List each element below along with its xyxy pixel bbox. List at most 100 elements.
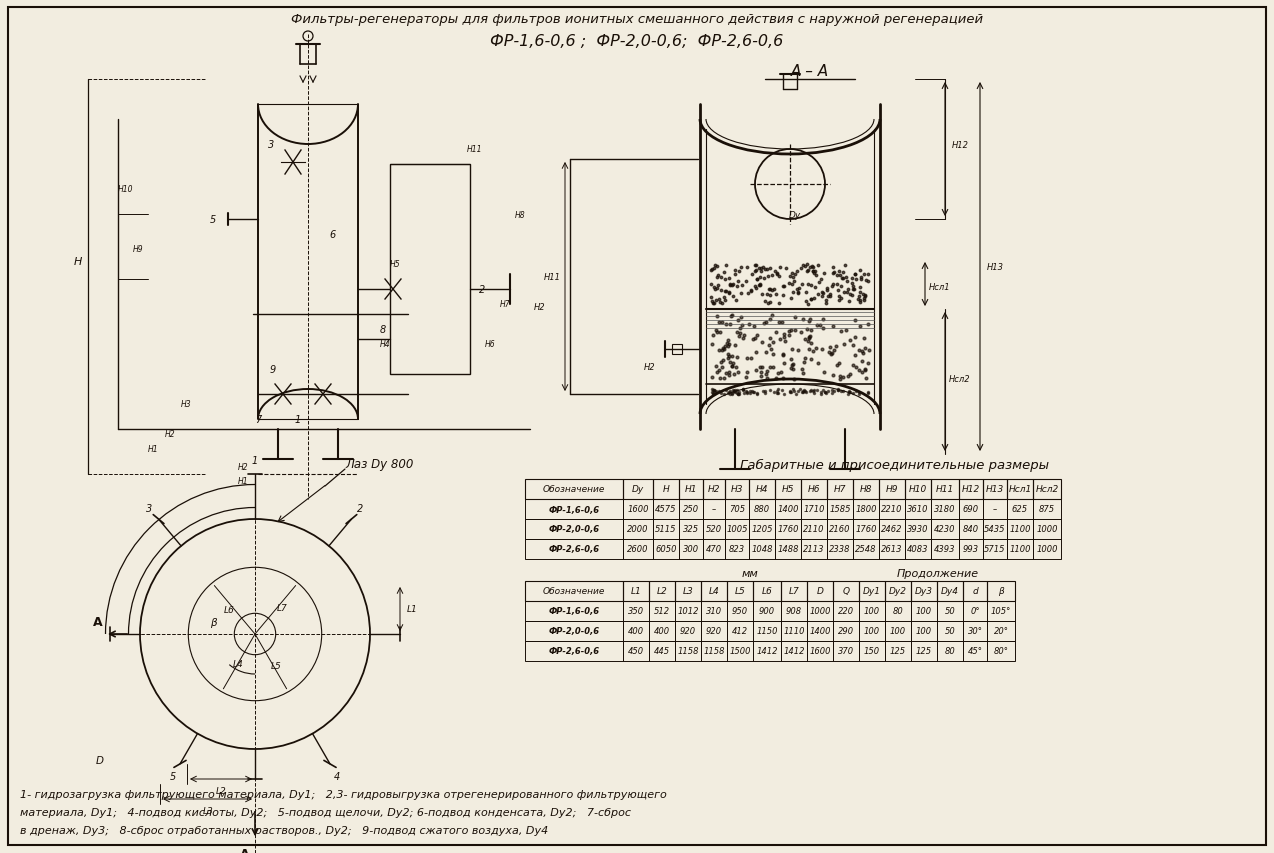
Text: 1110: 1110 [784, 627, 805, 635]
Text: 512: 512 [654, 606, 670, 616]
Text: 2: 2 [357, 504, 363, 514]
Bar [936, 641, 963, 661]
Text: H11: H11 [936, 485, 954, 494]
Bar [854, 539, 879, 560]
Bar [801, 499, 827, 519]
Text: L2: L2 [215, 786, 227, 796]
Text: 1760: 1760 [855, 525, 877, 534]
Text: H6: H6 [808, 485, 820, 494]
Text: 1: 1 [294, 415, 301, 425]
Bar [701, 641, 727, 661]
Text: 5: 5 [210, 215, 217, 224]
Text: 6050: 6050 [655, 545, 676, 554]
Bar [879, 539, 905, 560]
Text: 50: 50 [944, 606, 956, 616]
Bar [703, 479, 725, 499]
Text: H2: H2 [238, 463, 248, 472]
Text: 400: 400 [628, 627, 645, 635]
Text: 875: 875 [1038, 505, 1055, 514]
Bar [749, 479, 775, 499]
Text: H12: H12 [952, 141, 968, 149]
Text: 705: 705 [729, 505, 745, 514]
Bar [806, 581, 833, 601]
Text: 1412: 1412 [784, 647, 805, 656]
Text: 900: 900 [759, 606, 775, 616]
Text: H: H [74, 258, 83, 267]
Text: 1012: 1012 [678, 606, 698, 616]
Text: 325: 325 [683, 525, 699, 534]
Bar [801, 479, 827, 499]
Text: 993: 993 [963, 545, 978, 554]
Bar [753, 581, 781, 601]
Text: ФР-2,6-0,6: ФР-2,6-0,6 [548, 545, 600, 554]
Bar [827, 519, 854, 539]
Text: в дренаж, Dy3;   8-сброс отработанных растворов., Dy2;   9-подвод сжатого воздух: в дренаж, Dy3; 8-сброс отработанных раст… [20, 825, 548, 835]
Bar [959, 479, 984, 499]
Bar [701, 581, 727, 601]
Text: 310: 310 [706, 606, 722, 616]
Bar [654, 519, 679, 539]
Text: Q: Q [842, 587, 850, 595]
Text: 823: 823 [729, 545, 745, 554]
Bar [701, 601, 727, 621]
Text: ФР-2,6-0,6: ФР-2,6-0,6 [548, 647, 600, 656]
Text: 1005: 1005 [726, 525, 748, 534]
Bar [859, 601, 885, 621]
Bar [753, 641, 781, 661]
Text: L3: L3 [203, 807, 213, 815]
Bar [885, 581, 911, 601]
Text: 220: 220 [838, 606, 854, 616]
Bar [749, 499, 775, 519]
Bar [623, 479, 654, 499]
Bar [885, 621, 911, 641]
Bar [1006, 499, 1033, 519]
Bar [648, 581, 675, 601]
Bar [1033, 519, 1061, 539]
Text: H8: H8 [860, 485, 873, 494]
Bar [931, 499, 959, 519]
Bar [725, 519, 749, 539]
Bar [936, 581, 963, 601]
Text: 4: 4 [334, 771, 340, 781]
Text: 1100: 1100 [1009, 545, 1031, 554]
Text: H10: H10 [118, 185, 134, 194]
Text: 3930: 3930 [907, 525, 929, 534]
Text: 100: 100 [864, 606, 880, 616]
Text: A: A [93, 616, 103, 629]
Text: 20°: 20° [994, 627, 1009, 635]
Text: L7: L7 [276, 603, 288, 612]
Text: 30°: 30° [967, 627, 982, 635]
Bar [984, 499, 1006, 519]
Text: H2: H2 [708, 485, 720, 494]
Bar [936, 621, 963, 641]
Bar [959, 519, 984, 539]
Text: L5: L5 [735, 587, 745, 595]
Text: H4: H4 [755, 485, 768, 494]
Bar [679, 539, 703, 560]
Bar [390, 165, 470, 374]
Text: 1400: 1400 [777, 505, 799, 514]
Text: 950: 950 [733, 606, 748, 616]
Text: 1000: 1000 [1036, 545, 1057, 554]
Bar [833, 601, 859, 621]
Bar [859, 581, 885, 601]
Bar [833, 641, 859, 661]
Text: Hсл1: Hсл1 [1009, 485, 1032, 494]
Text: Hсл1: Hсл1 [929, 282, 950, 292]
Text: H10: H10 [908, 485, 927, 494]
Text: 520: 520 [706, 525, 722, 534]
Bar [749, 519, 775, 539]
Bar [679, 499, 703, 519]
Text: H9: H9 [885, 485, 898, 494]
Text: 690: 690 [963, 505, 978, 514]
Text: 5435: 5435 [985, 525, 1005, 534]
Text: β: β [210, 618, 217, 627]
Text: 3610: 3610 [907, 505, 929, 514]
Bar [963, 601, 987, 621]
Text: 3180: 3180 [934, 505, 956, 514]
Bar [703, 519, 725, 539]
Text: 1800: 1800 [855, 505, 877, 514]
Text: β: β [998, 587, 1004, 595]
Bar [987, 621, 1015, 641]
Text: H11: H11 [468, 145, 483, 154]
